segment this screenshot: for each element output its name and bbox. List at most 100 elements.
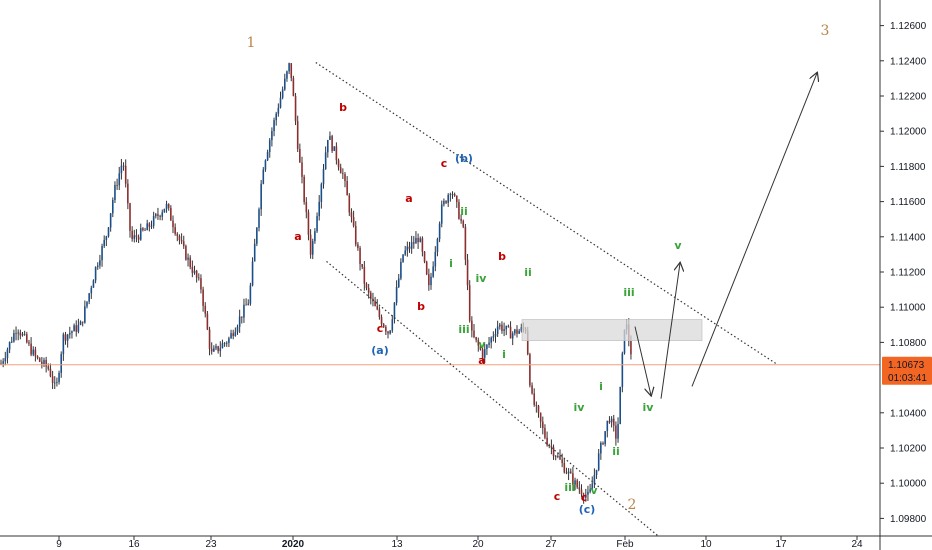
candle (438, 221, 441, 243)
candle (477, 337, 480, 352)
candle (311, 238, 314, 260)
candle (86, 301, 88, 309)
candle (389, 330, 391, 335)
candle (107, 226, 110, 238)
candle (559, 449, 561, 461)
candle (488, 336, 490, 348)
candle (509, 321, 512, 339)
candle (4, 351, 7, 366)
candle (238, 309, 241, 333)
candle (296, 115, 299, 152)
candle (423, 251, 426, 264)
candle (344, 171, 346, 188)
candle (62, 332, 65, 361)
candle (468, 280, 471, 323)
candle (406, 241, 409, 257)
candle (19, 329, 22, 340)
wave-label-red: c (377, 322, 384, 335)
candle (346, 176, 348, 196)
candle (367, 283, 370, 299)
x-tick-label: 23 (205, 539, 217, 550)
candle (382, 323, 385, 329)
candle (200, 274, 202, 294)
x-tick-label: 20 (472, 539, 484, 550)
candle (81, 321, 84, 327)
candle (32, 346, 35, 357)
candle (350, 208, 353, 223)
candle (41, 356, 43, 369)
candle (473, 324, 475, 339)
candle (94, 266, 97, 284)
candle (612, 414, 615, 432)
candle (215, 343, 217, 351)
candle (187, 253, 189, 267)
candle (66, 333, 69, 348)
resistance-zone (521, 319, 703, 341)
x-tick-label: 2020 (282, 539, 305, 550)
candle (198, 273, 200, 281)
candle (357, 242, 359, 251)
candle (127, 179, 129, 210)
candle (96, 262, 99, 270)
y-tick-label: 1.11600 (890, 197, 926, 208)
candle (122, 162, 125, 171)
y-tick-label: 1.11000 (890, 303, 926, 314)
wave-label-green: v (478, 338, 486, 351)
candle (501, 321, 503, 334)
candle (490, 336, 492, 349)
candle (10, 336, 13, 344)
candle (165, 200, 168, 213)
wave-label-green: i (599, 380, 603, 393)
candle (260, 180, 262, 216)
candle (587, 485, 589, 501)
candle (150, 220, 153, 229)
candle (391, 315, 394, 333)
candle (376, 299, 379, 311)
candle (585, 488, 587, 502)
x-tick-label: 24 (851, 539, 863, 550)
wave-label-green: i (502, 348, 506, 361)
y-tick-label: 1.11400 (890, 232, 926, 243)
y-tick-label: 1.12200 (890, 92, 927, 103)
candle (417, 233, 419, 249)
candle (30, 337, 32, 357)
candle (327, 139, 329, 158)
candle (213, 345, 215, 353)
candle (475, 336, 477, 343)
candle (112, 197, 114, 218)
candle (273, 117, 275, 137)
candle (305, 197, 308, 219)
candle (228, 336, 230, 348)
candle (348, 193, 351, 216)
candlestick-series (0, 62, 632, 504)
candle (185, 244, 187, 261)
candle (26, 331, 28, 344)
wave-label-degree: 2 (628, 497, 637, 513)
candle (447, 193, 449, 207)
candle (322, 164, 325, 189)
wave-label-red: a (478, 354, 485, 367)
candle (385, 325, 387, 336)
candle (159, 214, 161, 221)
wave-label-red: b (339, 101, 347, 114)
candle (88, 292, 90, 305)
candle (421, 236, 424, 257)
wave-label-green: iv (574, 401, 586, 414)
candle (189, 255, 191, 270)
candle (617, 417, 619, 443)
candle (2, 358, 4, 368)
candle (204, 302, 207, 318)
x-tick-label: 13 (391, 539, 403, 550)
candle (335, 142, 338, 165)
candle (483, 343, 486, 363)
candle (582, 492, 585, 504)
candle (288, 62, 290, 75)
x-tick-label: 17 (775, 539, 787, 550)
candle (157, 207, 159, 220)
candle (430, 272, 432, 290)
candle (516, 325, 518, 338)
candle (503, 322, 505, 337)
candle (404, 245, 406, 256)
wave-label-green: iii (564, 481, 575, 494)
